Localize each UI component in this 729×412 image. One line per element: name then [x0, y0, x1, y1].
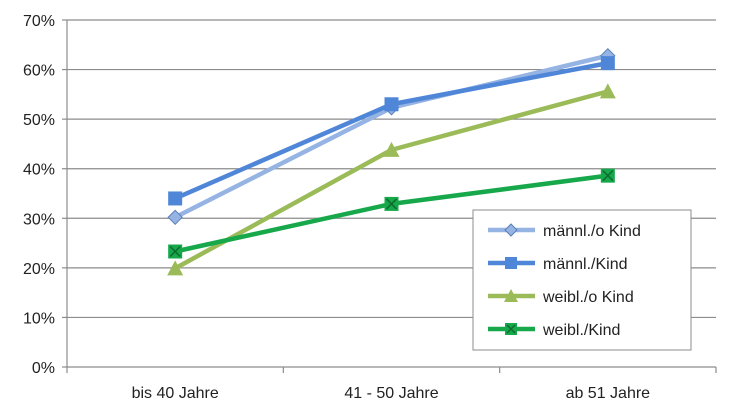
x-tick-label: ab 51 Jahre	[566, 385, 651, 402]
data-point	[168, 244, 183, 259]
legend-entry: männl./o Kind	[488, 223, 641, 240]
axes: 0% 10% 20% 30% 40% 50% 60% 70% bis 40 Jahre 41 - …	[23, 13, 717, 402]
data-point	[504, 289, 518, 302]
legend-label: männl./Kind	[543, 256, 628, 273]
y-tick-label: 60%	[23, 63, 55, 80]
legend-entry: männl./Kind	[488, 256, 628, 273]
data-point	[504, 223, 518, 237]
y-tick-label: 10%	[23, 310, 55, 327]
data-point	[168, 191, 183, 206]
legend-entry: weibl./Kind	[488, 322, 620, 339]
legend-label: männl./o Kind	[543, 223, 641, 240]
y-tick-label: 0%	[32, 360, 55, 377]
series-lines	[167, 47, 616, 276]
series-line	[174, 53, 609, 220]
y-tick-label: 40%	[23, 162, 55, 179]
y-tick-label: 30%	[23, 211, 55, 228]
data-point	[505, 323, 517, 335]
legend: männl./o Kind männl./Kind weibl./o Kind wei…	[472, 209, 692, 351]
legend-label: weibl./o Kind	[542, 289, 634, 306]
data-point	[167, 260, 184, 276]
data-point	[384, 196, 399, 211]
data-point	[383, 141, 400, 157]
data-point	[600, 56, 615, 71]
legend-entry: weibl./o Kind	[488, 289, 634, 306]
data-point	[599, 83, 616, 99]
data-point	[167, 209, 183, 226]
x-tick-label: 41 - 50 Jahre	[344, 385, 438, 402]
legend-label: weibl./Kind	[542, 322, 620, 339]
x-tick-label: bis 40 Jahre	[132, 385, 219, 402]
data-point	[505, 257, 517, 269]
y-tick-label: 20%	[23, 261, 55, 278]
data-point	[600, 168, 615, 183]
data-point	[384, 97, 399, 112]
series-line	[174, 60, 609, 201]
y-tick-label: 70%	[23, 13, 55, 30]
y-tick-label: 50%	[23, 112, 55, 129]
